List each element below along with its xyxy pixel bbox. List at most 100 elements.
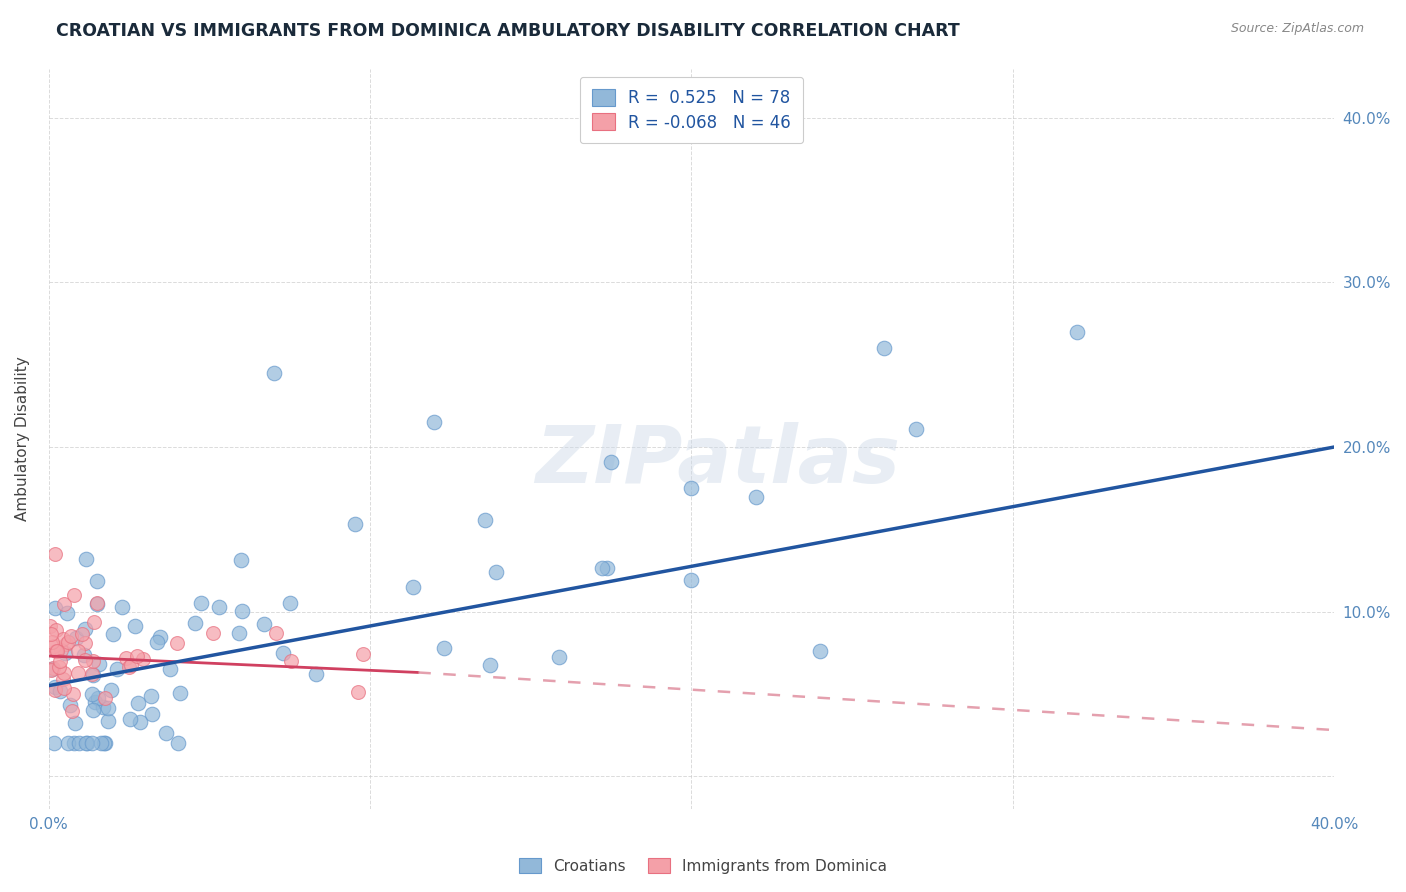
- Point: [41, 634, 63, 648]
- Point: [52, 632, 75, 647]
- Point: [39, 663, 62, 677]
- Point: [681, 481, 703, 495]
- Point: [305, 667, 328, 681]
- Point: [105, 662, 128, 676]
- Point: [48, 654, 70, 668]
- Point: [66, 644, 89, 658]
- Point: [347, 684, 370, 698]
- Point: [90, 736, 112, 750]
- Point: [60, 704, 83, 718]
- Point: [263, 366, 285, 380]
- Point: [485, 566, 508, 580]
- Point: [39, 627, 62, 641]
- Point: [82, 654, 104, 668]
- Point: [228, 626, 250, 640]
- Point: [166, 636, 188, 650]
- Point: [46, 644, 69, 658]
- Point: [65, 632, 87, 646]
- Point: [201, 626, 224, 640]
- Point: [56, 606, 79, 620]
- Point: [681, 573, 703, 587]
- Point: [39, 619, 62, 633]
- Point: [118, 712, 141, 726]
- Point: [56, 634, 79, 648]
- Point: [127, 697, 149, 711]
- Point: [44, 639, 66, 653]
- Point: [44, 683, 66, 698]
- Point: [83, 615, 105, 629]
- Point: [97, 700, 120, 714]
- Point: [149, 630, 172, 644]
- Point: [93, 736, 115, 750]
- Point: [155, 726, 177, 740]
- Point: [73, 648, 96, 663]
- Legend: Croatians, Immigrants from Dominica: Croatians, Immigrants from Dominica: [513, 852, 893, 880]
- Point: [596, 561, 619, 575]
- Point: [745, 490, 768, 504]
- Point: [100, 683, 122, 698]
- Point: [80, 666, 103, 681]
- Point: [82, 668, 104, 682]
- Point: [352, 647, 374, 661]
- Point: [59, 698, 82, 713]
- Point: [132, 652, 155, 666]
- Point: [873, 341, 896, 355]
- Point: [129, 715, 152, 730]
- Point: [423, 415, 446, 429]
- Point: [118, 660, 141, 674]
- Text: CROATIAN VS IMMIGRANTS FROM DOMINICA AMBULATORY DISABILITY CORRELATION CHART: CROATIAN VS IMMIGRANTS FROM DOMINICA AMB…: [56, 22, 960, 40]
- Point: [45, 623, 67, 637]
- Point: [127, 648, 149, 663]
- Point: [52, 597, 75, 611]
- Point: [67, 666, 90, 681]
- Text: ZIPatlas: ZIPatlas: [534, 422, 900, 500]
- Point: [479, 657, 502, 672]
- Point: [55, 637, 77, 651]
- Point: [271, 646, 294, 660]
- Point: [1066, 325, 1088, 339]
- Point: [169, 686, 191, 700]
- Point: [548, 650, 571, 665]
- Point: [111, 599, 134, 614]
- Point: [280, 654, 302, 668]
- Point: [82, 703, 104, 717]
- Point: [591, 561, 613, 575]
- Point: [52, 672, 75, 686]
- Point: [600, 455, 623, 469]
- Point: [67, 736, 90, 750]
- Point: [53, 681, 76, 696]
- Point: [44, 600, 66, 615]
- Point: [56, 736, 79, 750]
- Point: [60, 629, 83, 643]
- Point: [80, 687, 103, 701]
- Legend: R =  0.525   N = 78, R = -0.068   N = 46: R = 0.525 N = 78, R = -0.068 N = 46: [581, 77, 803, 144]
- Point: [141, 707, 163, 722]
- Point: [231, 553, 253, 567]
- Point: [75, 622, 97, 636]
- Point: [146, 634, 169, 648]
- Text: Source: ZipAtlas.com: Source: ZipAtlas.com: [1230, 22, 1364, 36]
- Point: [86, 598, 108, 612]
- Point: [73, 652, 96, 666]
- Point: [91, 700, 114, 714]
- Point: [42, 660, 65, 674]
- Point: [402, 581, 425, 595]
- Point: [278, 596, 301, 610]
- Point: [73, 635, 96, 649]
- Point: [167, 736, 190, 750]
- Point: [94, 690, 117, 705]
- Point: [231, 604, 253, 618]
- Point: [53, 665, 76, 680]
- Point: [44, 680, 66, 694]
- Point: [139, 689, 162, 703]
- Point: [184, 616, 207, 631]
- Point: [905, 422, 928, 436]
- Point: [344, 517, 367, 532]
- Point: [264, 626, 287, 640]
- Point: [124, 619, 146, 633]
- Point: [253, 616, 276, 631]
- Point: [44, 547, 66, 561]
- Point: [86, 574, 108, 588]
- Point: [75, 551, 97, 566]
- Point: [87, 691, 110, 706]
